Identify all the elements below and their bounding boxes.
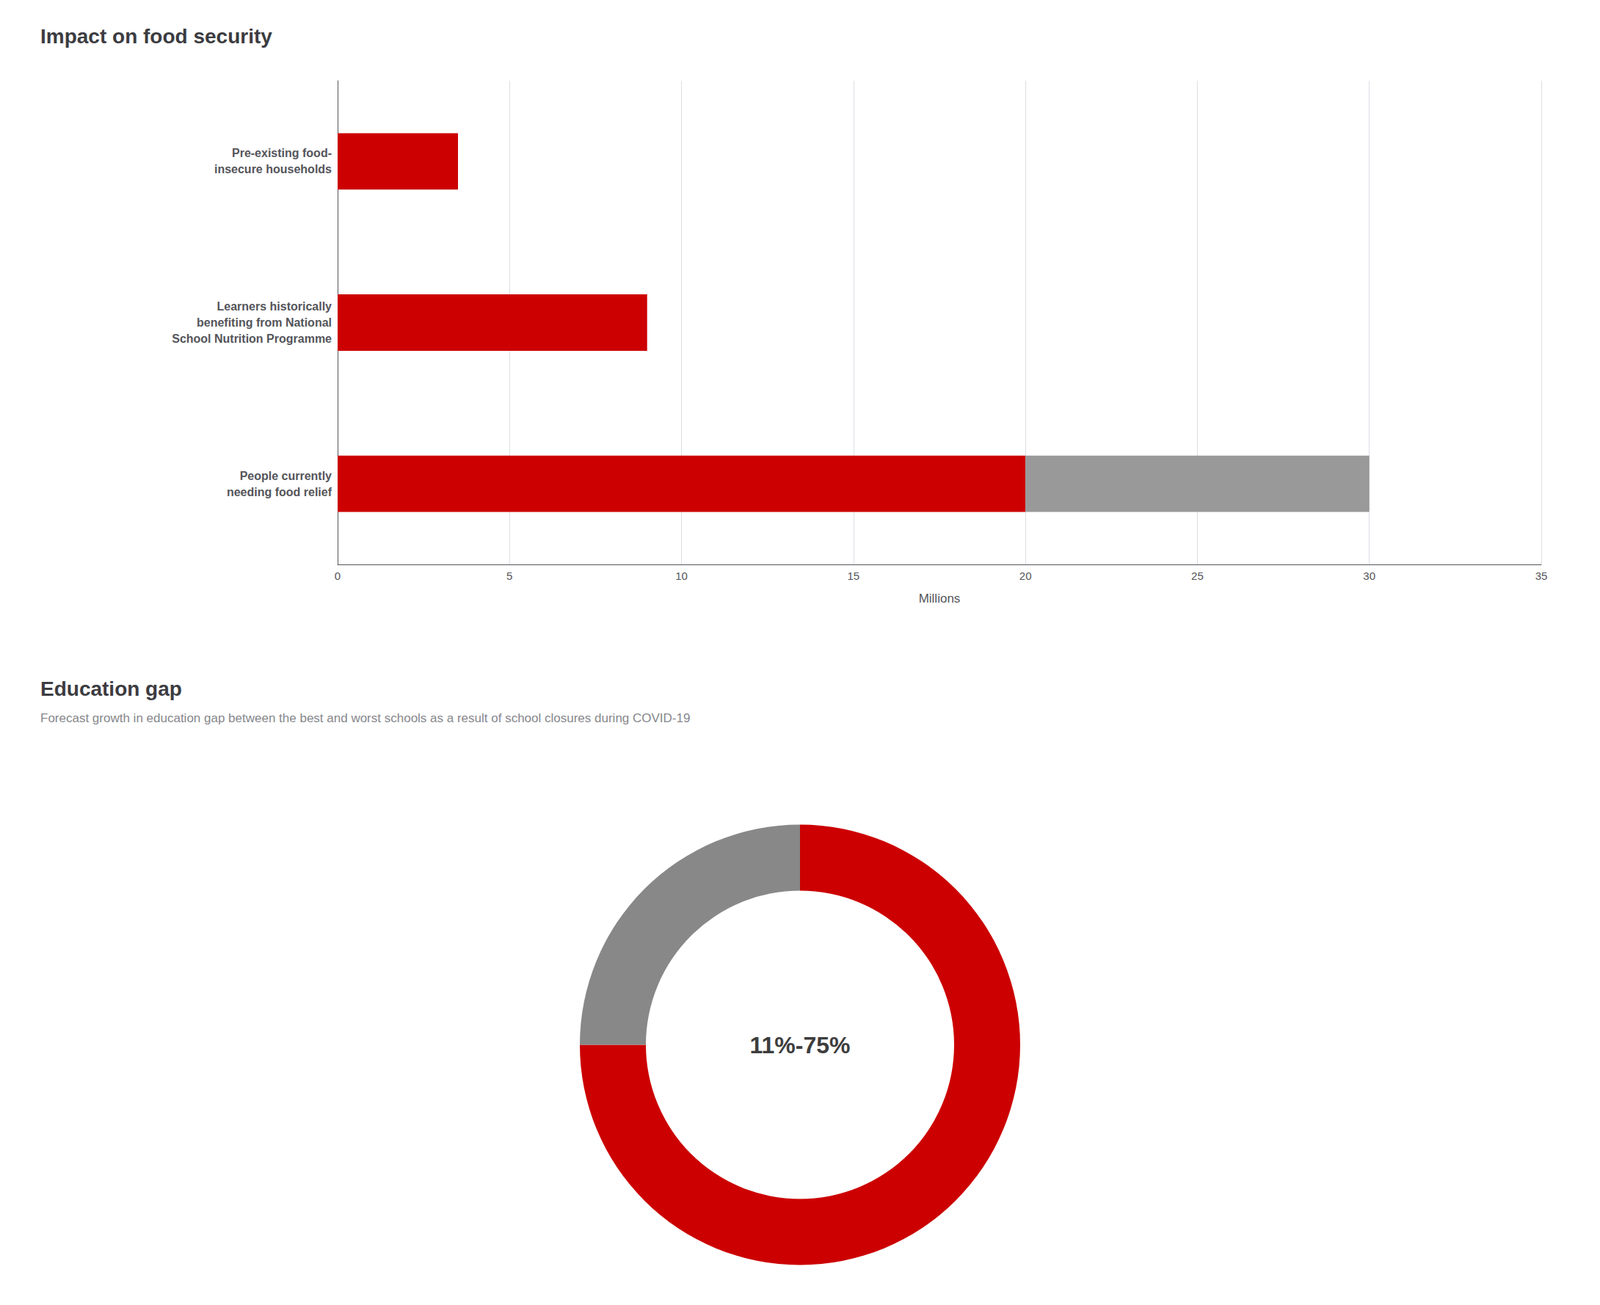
svg-text:benefiting from National: benefiting from National bbox=[196, 316, 332, 329]
svg-text:needing food relief: needing food relief bbox=[226, 485, 333, 499]
svg-text:5: 5 bbox=[506, 569, 513, 583]
svg-text:School Nutrition Programme: School Nutrition Programme bbox=[171, 332, 332, 345]
svg-text:Impact on food security: Impact on food security bbox=[40, 24, 273, 48]
svg-text:Pre-existing food-: Pre-existing food- bbox=[231, 146, 332, 160]
svg-text:Millions: Millions bbox=[918, 591, 961, 606]
svg-text:insecure households: insecure households bbox=[214, 162, 332, 176]
svg-text:15: 15 bbox=[847, 569, 861, 583]
svg-text:Learners historically: Learners historically bbox=[216, 300, 332, 313]
svg-text:11%-75%: 11%-75% bbox=[750, 1031, 851, 1059]
svg-text:20: 20 bbox=[1019, 569, 1032, 583]
svg-text:Forecast growth in education g: Forecast growth in education gap between… bbox=[40, 711, 690, 726]
svg-text:35: 35 bbox=[1535, 569, 1548, 583]
svg-text:10: 10 bbox=[675, 569, 688, 583]
svg-text:People currently: People currently bbox=[240, 469, 332, 483]
svg-text:Education gap: Education gap bbox=[40, 677, 183, 701]
svg-text:25: 25 bbox=[1191, 569, 1204, 583]
svg-text:30: 30 bbox=[1362, 569, 1376, 583]
svg-text:0: 0 bbox=[334, 569, 341, 583]
